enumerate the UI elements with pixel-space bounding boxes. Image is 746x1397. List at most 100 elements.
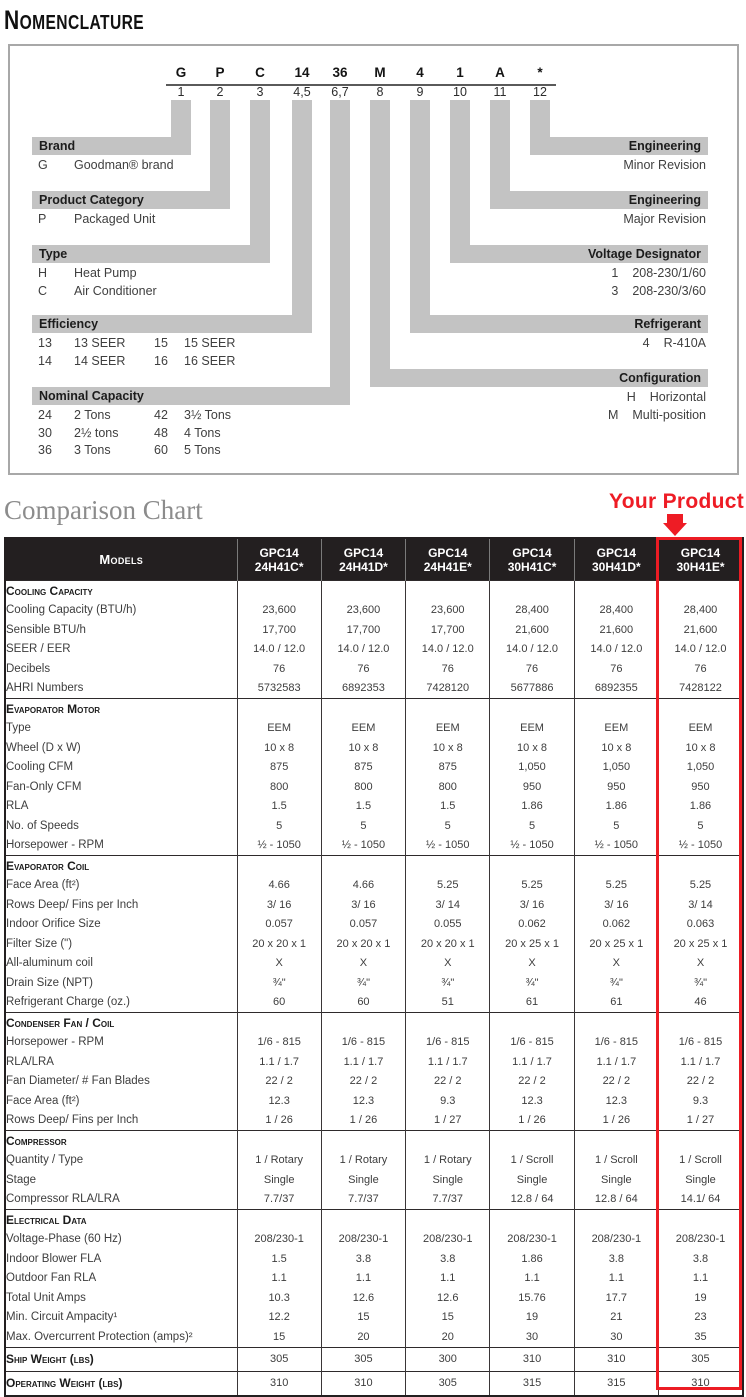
cell-value: 9.3 <box>657 1091 743 1111</box>
configuration-desc: Horizontal <box>649 390 706 404</box>
model-series: GPC14 <box>343 545 384 560</box>
configuration-desc: Multi-position <box>632 407 706 422</box>
spec-row: Fan Diameter/ # Fan Blades 22 / 2 22 / 2 22… <box>5 1071 743 1091</box>
brand-band: Brand <box>32 137 191 155</box>
engineering-minor-entries: Minor Revision <box>446 157 706 175</box>
cell-value: 4.66 <box>320 875 406 895</box>
model-number: 24H41C* <box>254 559 304 574</box>
cell-value: 5 <box>573 816 659 836</box>
cell-value: 5 <box>320 816 406 836</box>
row-label: Cooling Capacity (BTU/h) <box>6 604 137 617</box>
cell-value: ¾" <box>405 973 490 993</box>
capacity-desc: 2½ tons <box>74 425 119 440</box>
cell-value: 1/6 - 815 <box>405 1032 490 1052</box>
model-series: GPC14 <box>259 545 299 560</box>
cell-value: 23,600 <box>236 600 322 620</box>
efficiency-desc: 13 SEER <box>74 336 126 350</box>
cell-value: 1.1 / 1.7 <box>489 1052 575 1072</box>
cell-value: 10 x 8 <box>573 738 659 758</box>
code-position: 6,7 <box>331 85 349 99</box>
spec-row: Total Unit Amps 10.3 12.6 12.6 15.76 17.7 19 <box>5 1288 743 1308</box>
cell-value: Single <box>405 1170 490 1190</box>
empty-cell <box>320 698 406 719</box>
cell-value: 14.0 / 12.0 <box>405 639 490 659</box>
configuration-entries: H Horizontal M Multi-position <box>446 389 706 424</box>
code-char: P <box>215 65 225 80</box>
code-column-6-7: 36 6,7 <box>318 62 362 100</box>
capacity-code: 24 <box>38 408 52 422</box>
section-title: Evaporator Motor <box>5 698 237 719</box>
empty-cell <box>489 1130 575 1151</box>
cell-value: 5 <box>405 816 490 836</box>
nominal-capacity-entry: 24 2 Tons 42 3½ Tons <box>38 407 231 425</box>
cell-value: ½ - 1050 <box>657 835 743 856</box>
cell-value: 14.0 / 12.0 <box>657 639 743 659</box>
connector-bar-3 <box>250 100 270 263</box>
empty-cell <box>573 698 659 719</box>
spec-row: Horsepower - RPM ½ - 1050 ½ - 1050 ½ - 1050… <box>5 835 743 856</box>
cell-value: 875 <box>236 757 322 777</box>
cell-value: 1.1 / 1.7 <box>236 1052 322 1072</box>
model-number: 30H41D* <box>591 559 641 574</box>
cell-value: ¾" <box>236 973 322 993</box>
empty-cell <box>236 1209 322 1230</box>
cell-value: 1 / Scroll <box>657 1150 743 1170</box>
cell-value: 875 <box>405 757 490 777</box>
cell-value: 7428122 <box>657 678 743 699</box>
section-header-row: Evaporator Coil <box>5 855 743 876</box>
cell-value: X <box>573 953 659 973</box>
title-rest: OMENCLATURE <box>19 12 145 34</box>
model-header-5: GPC14 30H41D* <box>573 538 659 581</box>
cell-value: EEM <box>489 718 575 738</box>
cell-value: 28,400 <box>573 600 659 620</box>
section-header-row: Evaporator Motor <box>5 698 743 719</box>
nominal-capacity-band: Nominal Capacity <box>32 387 350 405</box>
cell-value: 51 <box>405 992 490 1013</box>
cell-value: 208/230-1 <box>320 1229 406 1249</box>
product-category-band: Product Category <box>32 191 230 209</box>
empty-cell <box>320 855 406 876</box>
model-series: GPC14 <box>428 545 468 560</box>
engineering-major-entry: Major Revision <box>446 211 706 229</box>
empty-cell <box>405 1012 490 1033</box>
configuration-entry: M Multi-position <box>446 407 706 425</box>
cell-value: 17,700 <box>320 620 406 640</box>
capacity-code: 36 <box>38 443 52 457</box>
cell-value: 315 <box>489 1370 575 1396</box>
refrigerant-code: 4 <box>642 336 650 350</box>
your-product-arrow-icon <box>663 523 687 536</box>
model-series: GPC14 <box>596 545 637 560</box>
code-position: 8 <box>376 85 384 99</box>
empty-cell <box>573 580 659 601</box>
cell-value: 305 <box>657 1346 743 1371</box>
cell-value: X <box>236 953 322 973</box>
cell-value: 10 x 8 <box>405 738 490 758</box>
cell-value: 76 <box>489 659 575 679</box>
row-label: Filter Size (") <box>6 937 73 950</box>
cell-value: 800 <box>236 777 322 797</box>
cell-value: 1 / 26 <box>320 1110 406 1131</box>
cell-value: 10 x 8 <box>320 738 406 758</box>
code-position: 9 <box>416 85 424 99</box>
cell-value: 208/230-1 <box>657 1229 743 1249</box>
cell-value: 0.057 <box>236 914 322 934</box>
type-band: Type <box>32 245 270 263</box>
cell-value: 208/230-1 <box>405 1229 490 1249</box>
efficiency-entry: 13 13 SEER 15 15 SEER <box>38 335 235 353</box>
cell-value: 7428120 <box>405 678 490 699</box>
spec-row: RLA 1.5 1.5 1.5 1.86 1.86 1.86 <box>5 796 743 816</box>
cell-value: 1.1 / 1.7 <box>657 1052 743 1072</box>
cell-value: 76 <box>573 659 659 679</box>
efficiency-title: Efficiency <box>39 317 99 331</box>
empty-cell <box>657 1130 743 1151</box>
code-position: 12 <box>533 85 547 99</box>
row-label: Refrigerant Charge (oz.) <box>6 996 130 1009</box>
row-label: RLA/LRA <box>6 1055 54 1068</box>
cell-value: 3.8 <box>405 1249 490 1269</box>
empty-cell <box>236 580 322 601</box>
connector-bar-6 <box>370 100 390 387</box>
row-label: Sensible BTU/h <box>6 623 86 636</box>
empty-cell <box>320 1012 406 1033</box>
capacity-code: 42 <box>154 408 168 422</box>
nominal-capacity-entries: 24 2 Tons 42 3½ Tons 30 2½ tons 48 4 Tons 36 3 … <box>38 407 231 460</box>
